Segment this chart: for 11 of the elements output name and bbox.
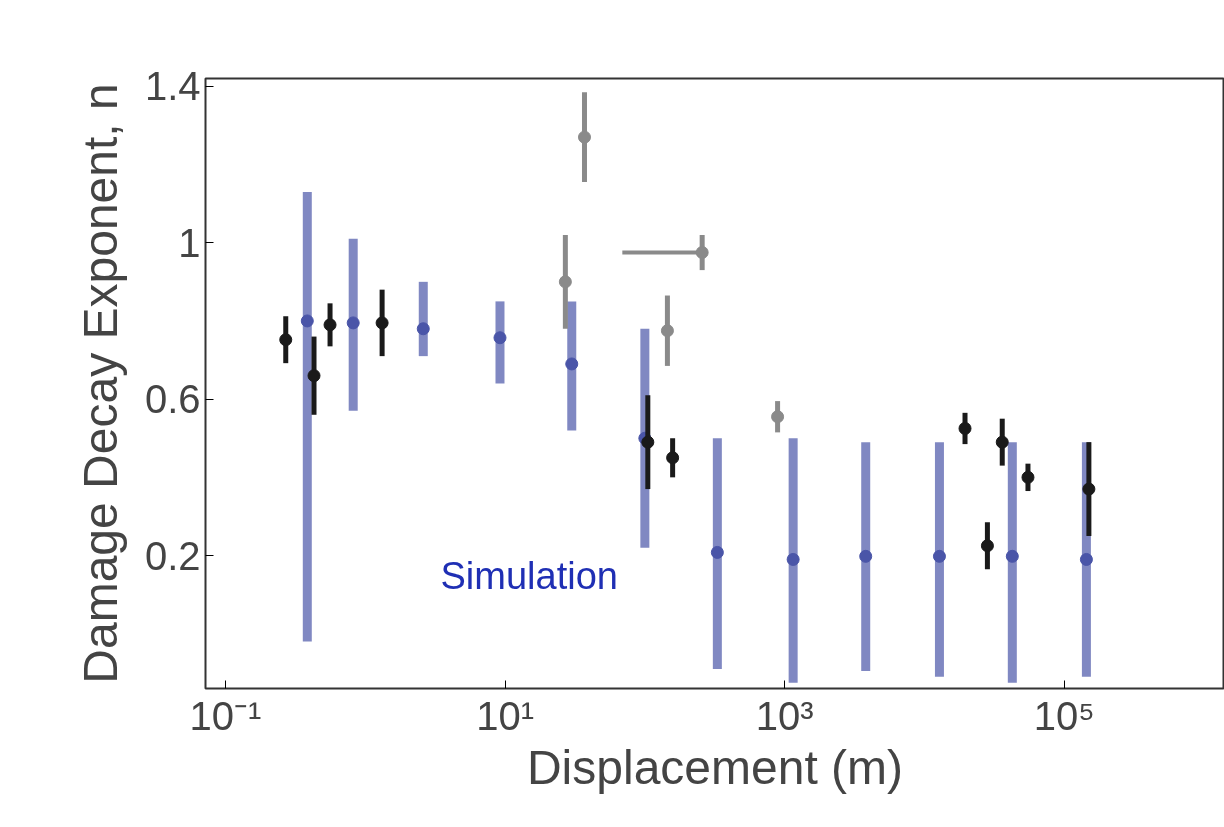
y-tick-label: 1.4 [144,64,201,109]
x-tick-label: 10⁻¹ [189,693,262,738]
y-axis-title: Damage Decay Exponent, n [73,83,127,684]
x-axis-title: Displacement (m) [526,740,904,794]
y-tick-label: 1 [178,220,201,265]
y-tick-label: 0.6 [144,377,201,422]
x-tick-label: 10¹ [476,693,534,738]
text: Simulation [440,554,618,597]
x-tick-label: 10³ [755,693,814,738]
x-tick-label: 10⁵ [1033,693,1095,738]
y-tick-label: 0.2 [144,533,201,578]
